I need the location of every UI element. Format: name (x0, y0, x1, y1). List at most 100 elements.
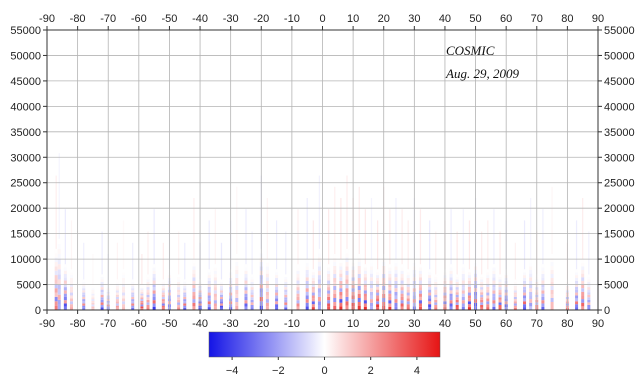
profile-cell (461, 267, 465, 271)
profile-cell (131, 305, 135, 308)
profile-cell (82, 299, 86, 302)
profile-cell (57, 304, 61, 310)
profile-cell (305, 306, 309, 310)
x-tick-label-top: -30 (223, 13, 239, 25)
profile-cell (122, 286, 126, 290)
profile-cell (250, 307, 254, 310)
profile-cell (327, 264, 331, 268)
profile-cell (115, 307, 119, 310)
profile-cell (550, 298, 554, 302)
profile-cell (388, 267, 392, 271)
profile-cell (115, 301, 119, 304)
profile (363, 209, 367, 310)
profile-cell (183, 292, 187, 295)
profile-cell (541, 287, 545, 291)
profile-cell (575, 283, 579, 287)
profile-cell (275, 307, 279, 310)
profile-cell (100, 294, 104, 298)
profile-cell (250, 282, 254, 285)
profile-cell (529, 273, 533, 278)
profile-cell (523, 275, 527, 278)
profile-cell (317, 292, 321, 297)
profile-cell (400, 290, 404, 294)
profile-upper-trace (220, 242, 223, 280)
profile-cell (541, 280, 545, 284)
profile-cell (54, 283, 58, 289)
profile-cell (428, 286, 432, 290)
profile-cell (317, 305, 321, 310)
profile-cell (192, 288, 196, 292)
profile-cell (369, 306, 373, 310)
profile-cell (317, 296, 321, 302)
profile-cell (492, 287, 496, 291)
profile-cell (183, 305, 187, 308)
profile-upper-trace (64, 209, 66, 265)
profile (100, 231, 104, 310)
profile-cell (265, 288, 269, 292)
profile-cell (376, 292, 380, 296)
profile-cell (467, 292, 471, 296)
x-tick-label-top: -90 (39, 13, 55, 25)
profile-cell (284, 282, 288, 285)
y-tick-label-left: 35000 (10, 127, 41, 139)
profile-cell (333, 258, 337, 262)
profile-cell (213, 274, 217, 278)
profile-cell (146, 292, 150, 295)
profile-cell (131, 294, 135, 297)
profile-upper-trace (55, 175, 57, 249)
profile-cell (244, 300, 248, 304)
profile-cell (467, 275, 471, 278)
profile-cell (513, 281, 517, 284)
profile-cell (311, 295, 315, 299)
profile-cell (152, 287, 156, 291)
profile-cell (480, 294, 484, 298)
profile-cell (152, 264, 156, 268)
profile-cell (146, 289, 150, 293)
profile-cell (400, 300, 404, 304)
profile-cell (305, 273, 309, 278)
profile-cell (219, 290, 223, 293)
x-tick-label-bottom: 40 (439, 318, 451, 330)
profile-cell (461, 300, 465, 304)
profile-cell (305, 270, 309, 274)
profile-cell (455, 302, 459, 305)
profile-cell (284, 294, 288, 298)
profile-cell (418, 277, 422, 281)
profile-cell (467, 289, 471, 293)
profile-cell (54, 266, 58, 271)
profile-upper-trace (141, 254, 143, 285)
profile-upper-trace (377, 220, 379, 270)
profile-cell (369, 299, 373, 303)
profile-cell (296, 296, 300, 301)
profile-cell (235, 306, 239, 310)
profile-cell (54, 296, 58, 302)
profile-cell (183, 279, 187, 282)
profile-cell (541, 296, 545, 301)
profile-cell (345, 296, 349, 302)
profile-cell (486, 289, 490, 293)
profile-cell (486, 307, 490, 310)
profile-cell (275, 292, 279, 296)
profile-cell (529, 302, 533, 307)
profile-cell (327, 274, 331, 278)
profile-cell (140, 304, 144, 307)
profile-cell (376, 283, 380, 287)
profile-cell (284, 287, 288, 290)
profile-cell (587, 274, 591, 277)
profile-cell (275, 289, 279, 293)
profile-cell (333, 274, 337, 278)
profile-cell (523, 278, 527, 281)
profile-cell (57, 238, 61, 244)
profile-cell (317, 283, 321, 289)
profile-cell (345, 253, 349, 258)
x-tick-label-bottom: 70 (531, 318, 543, 330)
profile-cell (192, 262, 196, 267)
profile-cell (91, 302, 95, 305)
profile-cell (213, 287, 217, 291)
profile-cell (177, 287, 181, 290)
profile-cell (513, 288, 517, 291)
profile-cell (550, 266, 554, 270)
profile-upper-trace (162, 242, 164, 280)
y-tick-label-left: 50000 (10, 50, 41, 62)
profile-cell (418, 280, 422, 284)
